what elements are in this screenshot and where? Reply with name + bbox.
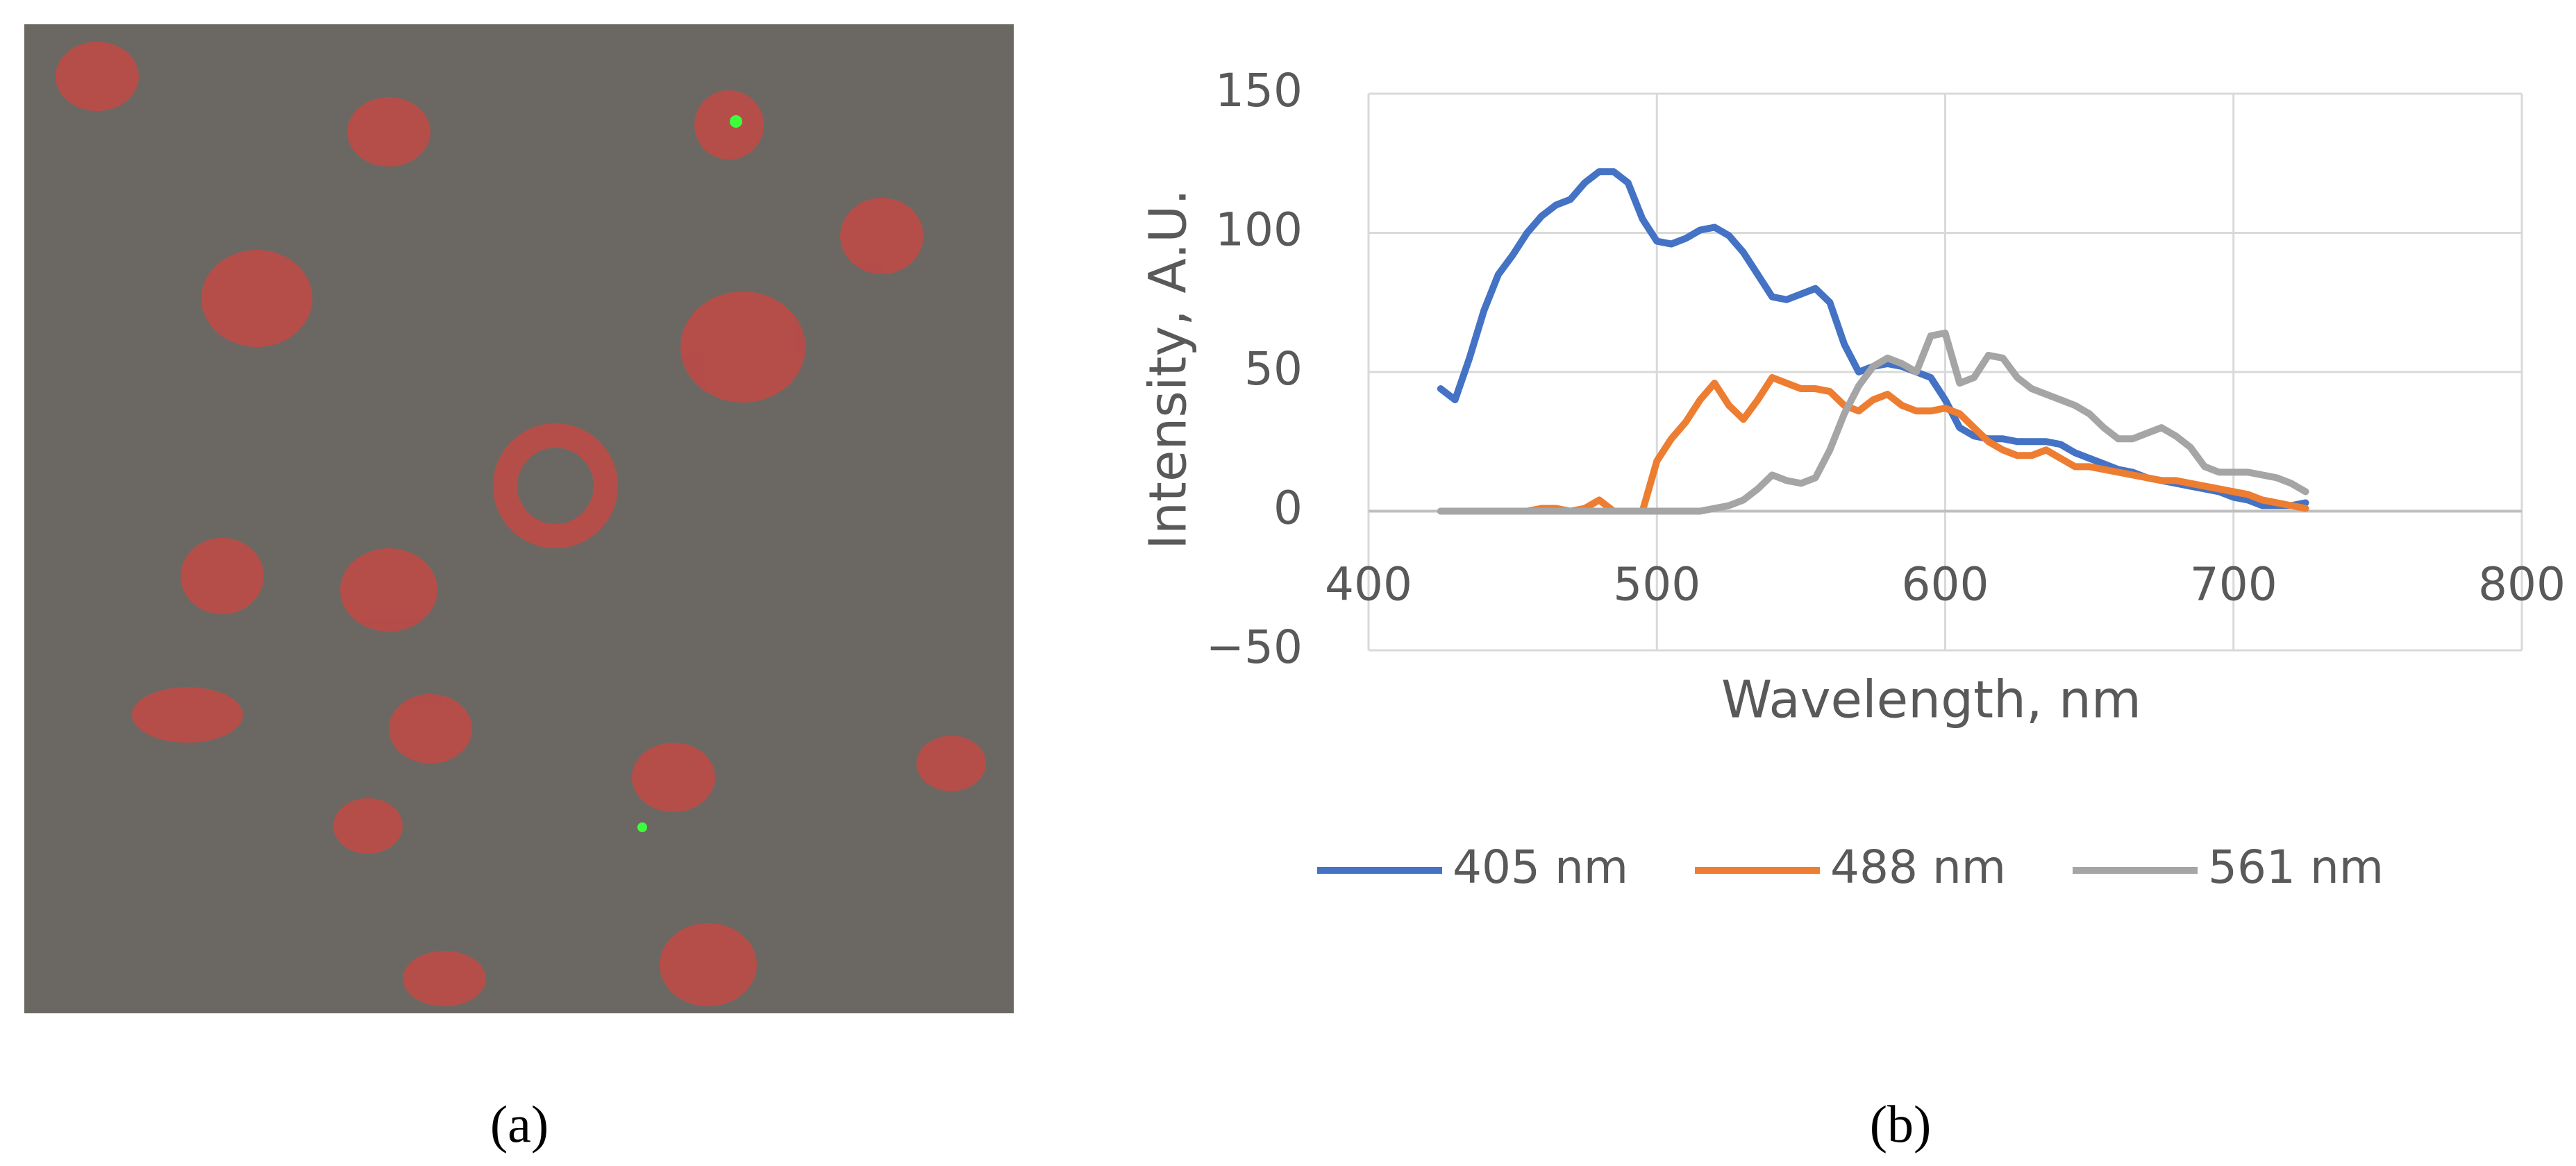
micrograph-spot: [730, 115, 742, 128]
x-tick-label: 600: [1902, 558, 1989, 611]
micrograph-spots: [56, 42, 986, 1006]
chart: −50 0 50 100 150 400 500 600 700 800 Wavelength, n…: [1139, 64, 2566, 894]
panel-label: (b): [1870, 1095, 1932, 1154]
x-tick-label: 700: [2190, 558, 2277, 611]
legend-label: 561 nm: [2208, 840, 2384, 894]
series-line: [1437, 168, 2309, 509]
x-tick-label: 500: [1613, 558, 1700, 611]
micrograph-nucleus: [517, 448, 594, 524]
y-tick-label: −50: [1206, 620, 1303, 674]
series-line: [1437, 329, 2309, 515]
y-tick-label: 50: [1244, 342, 1303, 396]
legend-label: 488 nm: [1830, 840, 2006, 894]
y-axis-title: Intensity, A.U.: [1139, 189, 1198, 550]
x-tick-label: 400: [1325, 558, 1412, 611]
micrograph: [24, 24, 1014, 1013]
x-axis-title: Wavelength, nm: [1721, 670, 2141, 730]
panel-label: (a): [490, 1095, 549, 1154]
micrograph-spot: [637, 822, 647, 832]
series-line: [1437, 374, 2309, 515]
x-tick-label: 800: [2478, 558, 2566, 611]
y-tick-label: 150: [1215, 64, 1303, 117]
y-tick-label: 100: [1215, 203, 1303, 257]
y-tick-label: 0: [1273, 482, 1303, 535]
legend-label: 405 nm: [1453, 840, 1628, 894]
